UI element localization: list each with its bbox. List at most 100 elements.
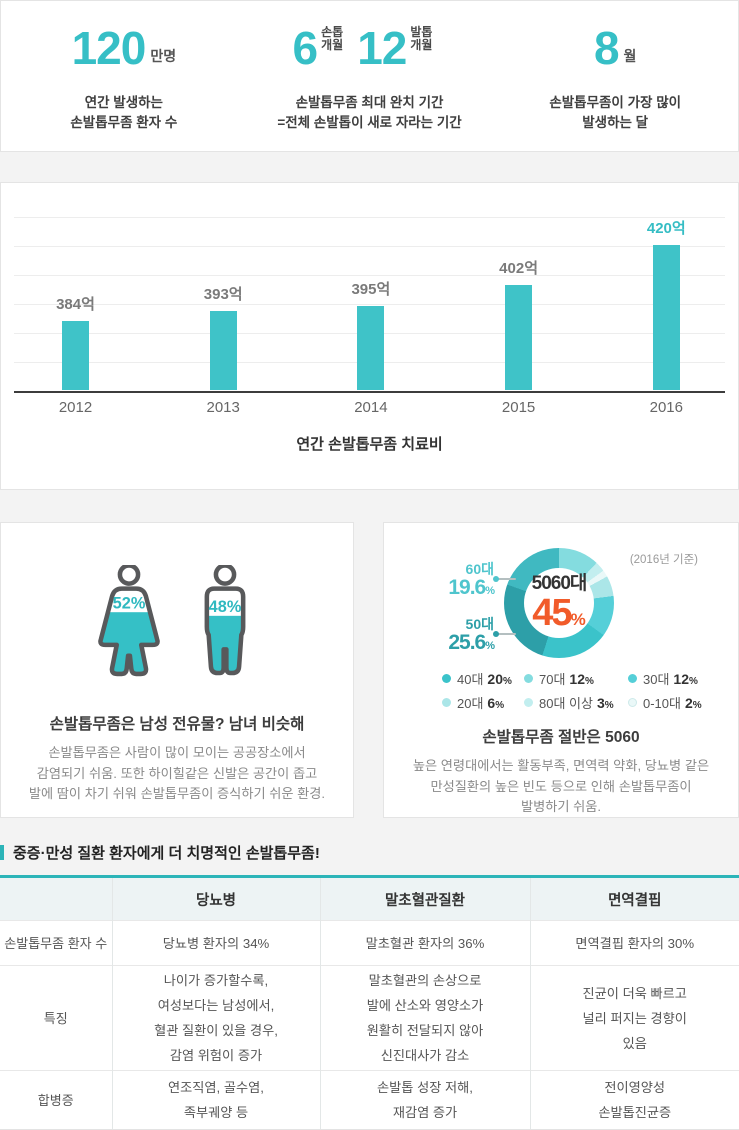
age-donut-area: (2016년 기준) 5060대 45% 60대 19.6% 50대 25.6%	[384, 523, 738, 665]
legend-item-80s: 80대 이상 3%	[524, 693, 628, 712]
stat-number: 8	[593, 22, 620, 74]
x-tick-2015: 2015	[501, 399, 536, 416]
callout-label: 60대	[465, 561, 494, 577]
bar-value-label: 384억	[56, 296, 95, 313]
legend-dot	[442, 674, 451, 683]
gridline	[14, 304, 725, 305]
male-figure-icon: 48%	[204, 565, 246, 676]
legend-label: 0-10대	[643, 696, 681, 711]
gender-ratio-card: 52% 48% 손발톱무좀은 남성 전유물? 남녀 비슷해 손발톱무좀은 사람이…	[0, 522, 354, 818]
legend-dot	[442, 698, 451, 707]
legend-item-30s: 30대 12%	[628, 669, 738, 688]
legend-dot	[524, 674, 533, 683]
callout-connector	[493, 576, 516, 582]
cell-diabetes-complications: 연조직염, 골수염, 족부궤양 등	[111, 1070, 320, 1130]
bar-value-label-highlight: 420억	[646, 220, 686, 237]
legend-label: 30대	[643, 672, 670, 687]
cell-immuno-complications: 전이영양성 손발톱진균증	[529, 1070, 739, 1130]
header-diabetes: 당뇨병	[111, 876, 320, 921]
stat-number-row: 6 손톱 개월 12 발톱 개월	[292, 22, 447, 74]
donut-center: 5060대 45%	[524, 568, 594, 638]
legend-number: 3	[596, 694, 605, 711]
stack-line: 발톱	[410, 25, 433, 39]
stat-stack-fingernail: 손톱 개월	[321, 25, 343, 52]
stat-number-fingernail: 6	[292, 22, 319, 74]
center-value-number: 45	[532, 592, 572, 634]
stack-line: 손톱	[321, 25, 344, 39]
bottom-cards-row: 52% 48% 손발톱무좀은 남성 전유물? 남녀 비슷해 손발톱무좀은 사람이…	[0, 522, 739, 818]
legend-unit: %	[585, 675, 594, 687]
table-section-header: 중증·만성 질환 환자에게 더 치명적인 손발톱무좀!	[0, 842, 320, 863]
donut-note: (2016년 기준)	[629, 554, 698, 566]
cell-immuno-features: 진균이 더욱 빠르고 널리 퍼지는 경향이 있음	[529, 965, 739, 1071]
row-label: 손발톱무좀 환자 수	[0, 920, 112, 966]
legend-label: 80대 이상	[539, 696, 593, 711]
legend-value: 6%	[487, 695, 504, 711]
callout-unit: %	[485, 585, 495, 597]
disease-comparison-table: 당뇨병 말초혈관질환 면역결핍 손발톱무좀 환자 수 당뇨병 환자의 34% 말…	[0, 875, 739, 1130]
legend-label: 40대	[457, 672, 484, 687]
table-row-features: 특징 나이가 증가할수록, 여성보다는 남성에서, 혈관 질환이 있을 경우, …	[0, 965, 739, 1071]
legend-value: 3%	[597, 695, 614, 711]
stack-line: 개월	[321, 38, 344, 52]
callout-value: 19.6%	[404, 576, 495, 602]
callout-50s: 50대 25.6%	[404, 616, 495, 657]
legend-value: 12%	[569, 671, 593, 687]
gender-card-title: 손발톱무좀은 남성 전유물? 남녀 비슷해	[49, 716, 305, 733]
stat-stack-toenail: 발톱 개월	[410, 25, 432, 52]
legend-number: 12	[673, 670, 689, 687]
stat-cure-period: 6 손톱 개월 12 발톱 개월 손발톱무좀 최대 완치 기간 =전체 손발톱이…	[247, 1, 493, 151]
center-value-unit: %	[570, 610, 586, 629]
male-percentage: 48%	[209, 598, 242, 616]
table-row-complications: 합병증 연조직염, 골수염, 족부궤양 등 손발톱 성장 저해, 재감염 증가 …	[0, 1070, 739, 1130]
female-percentage: 52%	[113, 595, 146, 613]
x-tick-2016: 2016	[649, 399, 683, 416]
row-label: 합병증	[0, 1070, 112, 1130]
legend-number: 2	[684, 694, 693, 711]
cell-pvd-complications: 손발톱 성장 저해, 재감염 증가	[319, 1070, 530, 1130]
cell-diabetes-features: 나이가 증가할수록, 여성보다는 남성에서, 혈관 질환이 있을 경우, 감염 …	[111, 965, 320, 1071]
x-tick-2014: 2014	[354, 399, 388, 416]
age-card-title: 손발톱무좀 절반은 5060	[482, 729, 640, 746]
stat-description: 손발톱무좀이 가장 많이 발생하는 달	[549, 95, 682, 130]
top-stats-card: 120 만명 연간 발생하는 손발톱무좀 환자 수 6 손톱 개월 12 발톱 …	[0, 0, 739, 152]
legend-number: 6	[487, 694, 496, 711]
gender-figures: 52% 48%	[1, 565, 353, 683]
title-marker-bar	[0, 845, 4, 860]
legend-unit: %	[503, 675, 512, 687]
legend-value: 2%	[685, 695, 702, 711]
stat-number-row: 120 만명	[71, 22, 177, 74]
callout-unit: %	[485, 640, 495, 652]
x-tick-2013: 2013	[206, 399, 240, 416]
bar-2014	[357, 306, 385, 390]
bar-2016	[652, 245, 680, 390]
donut-center-value: 45%	[532, 592, 586, 638]
donut-center-label: 5060대	[531, 573, 588, 594]
legend-item-20s: 20대 6%	[442, 693, 524, 712]
legend-label: 20대	[457, 696, 484, 711]
stat-unit: 월	[623, 48, 637, 64]
connector-dot	[493, 631, 499, 637]
legend-value: 12%	[673, 671, 697, 687]
legend-label: 70대	[539, 672, 566, 687]
bar-2012	[62, 321, 89, 390]
stat-number: 120	[71, 22, 147, 74]
header-empty	[0, 876, 112, 921]
legend-unit: %	[692, 699, 702, 711]
bar-value-label: 393억	[203, 286, 243, 303]
callout-value: 25.6%	[404, 632, 495, 657]
stack-line: 개월	[410, 38, 433, 52]
age-distribution-card: (2016년 기준) 5060대 45% 60대 19.6% 50대 25.6%…	[383, 522, 739, 818]
header-immunodeficiency: 면역결핍	[529, 876, 739, 921]
callout-connector	[493, 631, 516, 637]
legend-item-0-10s: 0-10대 2%	[628, 693, 738, 712]
x-tick-2012: 2012	[58, 399, 93, 416]
female-figure-icon: 52%	[98, 565, 160, 677]
legend-value: 20%	[487, 671, 511, 687]
legend-item-70s: 70대 12%	[524, 669, 628, 688]
legend-dot	[628, 698, 637, 707]
stat-annual-patients: 120 만명 연간 발생하는 손발톱무좀 환자 수	[1, 1, 247, 151]
callout-number: 19.6	[448, 576, 486, 599]
legend-dot	[524, 698, 533, 707]
section-title: 중증·만성 질환 환자에게 더 치명적인 손발톱무좀!	[13, 845, 320, 862]
